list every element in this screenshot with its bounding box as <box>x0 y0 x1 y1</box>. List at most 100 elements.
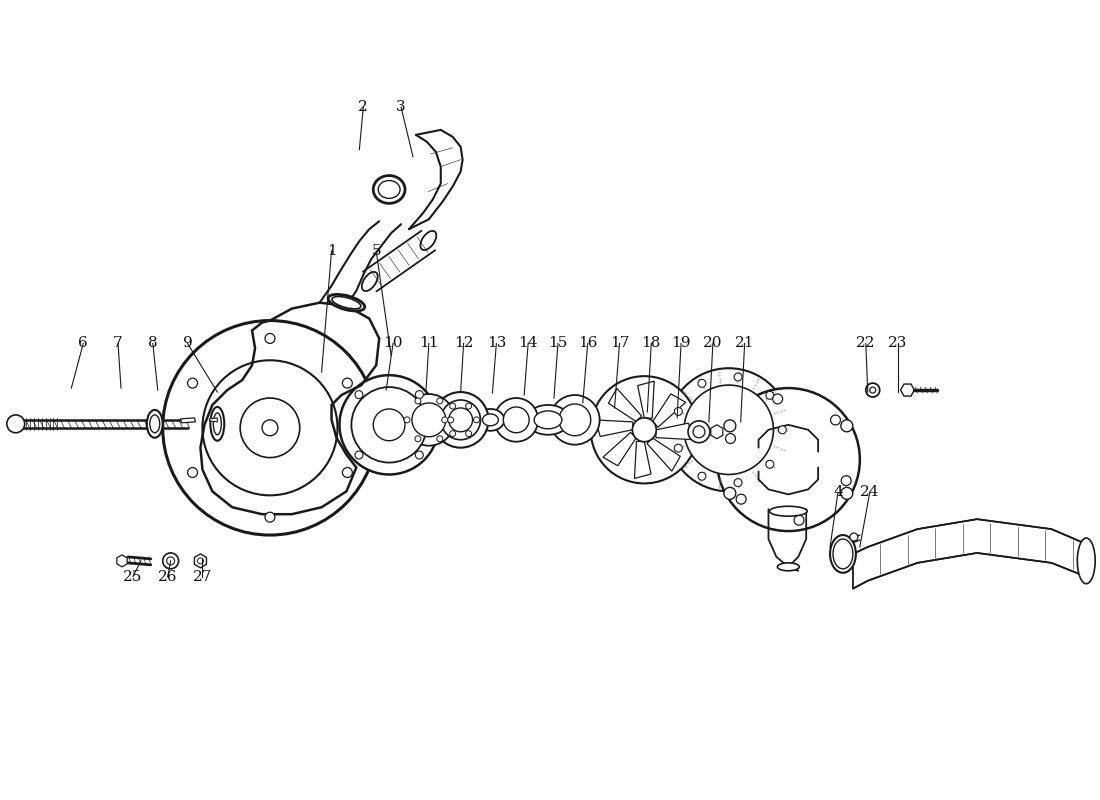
Polygon shape <box>852 519 1087 589</box>
Circle shape <box>432 392 488 448</box>
Text: 3: 3 <box>396 100 406 114</box>
Polygon shape <box>117 555 128 567</box>
Circle shape <box>473 417 480 423</box>
Circle shape <box>632 418 657 442</box>
Circle shape <box>734 373 742 381</box>
Ellipse shape <box>150 415 160 433</box>
Circle shape <box>688 421 710 442</box>
Text: 5: 5 <box>372 244 381 258</box>
Text: 22: 22 <box>856 336 876 350</box>
Circle shape <box>163 321 377 535</box>
Ellipse shape <box>770 506 807 516</box>
Ellipse shape <box>535 411 562 429</box>
Circle shape <box>591 376 698 483</box>
Circle shape <box>450 403 455 409</box>
Text: 6: 6 <box>78 336 88 350</box>
Circle shape <box>850 533 858 541</box>
Circle shape <box>842 476 851 486</box>
Circle shape <box>265 512 275 522</box>
Text: 24: 24 <box>860 486 880 499</box>
Text: 2: 2 <box>359 100 369 114</box>
Text: 10: 10 <box>383 336 403 350</box>
Text: 1: 1 <box>327 244 337 258</box>
Text: 11: 11 <box>419 336 439 350</box>
Circle shape <box>7 415 24 433</box>
Polygon shape <box>195 554 207 568</box>
Polygon shape <box>596 420 632 437</box>
Ellipse shape <box>833 539 853 569</box>
Text: 16: 16 <box>578 336 597 350</box>
Circle shape <box>342 467 352 478</box>
Circle shape <box>342 378 352 388</box>
Circle shape <box>870 387 876 393</box>
Circle shape <box>340 375 439 474</box>
Circle shape <box>404 417 410 423</box>
Ellipse shape <box>420 231 437 250</box>
Text: 17: 17 <box>609 336 629 350</box>
Circle shape <box>163 553 178 569</box>
Circle shape <box>465 403 472 409</box>
Circle shape <box>449 408 473 432</box>
Circle shape <box>437 436 442 442</box>
Ellipse shape <box>373 175 405 203</box>
Circle shape <box>240 398 300 458</box>
Text: 19: 19 <box>671 336 691 350</box>
Circle shape <box>202 360 338 495</box>
Ellipse shape <box>332 297 361 309</box>
Polygon shape <box>635 442 651 478</box>
Polygon shape <box>180 418 196 423</box>
Circle shape <box>550 395 600 445</box>
Circle shape <box>351 387 427 462</box>
Circle shape <box>198 558 204 564</box>
Circle shape <box>262 420 278 436</box>
Text: 27: 27 <box>192 570 212 584</box>
Circle shape <box>355 451 363 459</box>
Circle shape <box>736 494 746 504</box>
Text: 8: 8 <box>148 336 157 350</box>
Circle shape <box>412 403 446 437</box>
Ellipse shape <box>830 535 856 573</box>
Ellipse shape <box>1077 538 1096 584</box>
Ellipse shape <box>362 272 377 291</box>
Text: 14: 14 <box>518 336 538 350</box>
Circle shape <box>794 515 804 525</box>
Circle shape <box>403 394 454 446</box>
Circle shape <box>840 487 852 499</box>
Ellipse shape <box>476 409 504 430</box>
Ellipse shape <box>483 414 498 426</box>
Circle shape <box>188 378 198 388</box>
Circle shape <box>766 460 773 468</box>
Circle shape <box>866 383 880 397</box>
Text: 20: 20 <box>703 336 723 350</box>
Circle shape <box>188 467 198 478</box>
Polygon shape <box>652 394 685 427</box>
Circle shape <box>355 390 363 398</box>
Circle shape <box>766 391 773 399</box>
Text: 18: 18 <box>641 336 661 350</box>
Circle shape <box>373 409 405 441</box>
Text: 25: 25 <box>123 570 143 584</box>
Circle shape <box>448 417 453 423</box>
Text: 21: 21 <box>735 336 755 350</box>
Circle shape <box>668 368 790 491</box>
Circle shape <box>494 398 538 442</box>
Polygon shape <box>608 389 641 422</box>
Ellipse shape <box>328 294 365 311</box>
Circle shape <box>559 404 591 436</box>
Polygon shape <box>656 423 693 440</box>
Circle shape <box>779 426 786 434</box>
Circle shape <box>450 430 455 437</box>
Ellipse shape <box>213 413 221 434</box>
Circle shape <box>698 379 706 387</box>
Circle shape <box>415 398 421 404</box>
Circle shape <box>465 430 472 437</box>
Circle shape <box>416 451 424 459</box>
Polygon shape <box>901 384 914 396</box>
Circle shape <box>734 478 742 486</box>
Circle shape <box>674 407 682 415</box>
Text: 15: 15 <box>548 336 568 350</box>
Circle shape <box>684 385 773 474</box>
Text: 4: 4 <box>833 486 843 499</box>
Ellipse shape <box>378 181 400 198</box>
Circle shape <box>840 420 852 432</box>
